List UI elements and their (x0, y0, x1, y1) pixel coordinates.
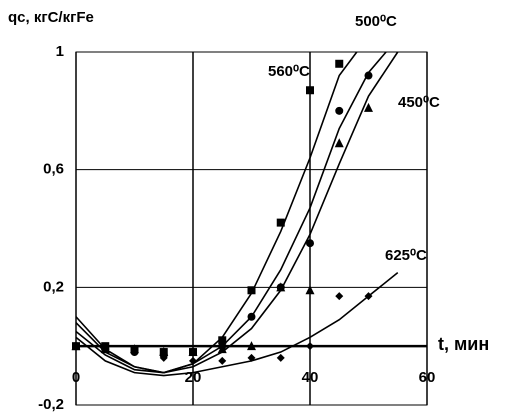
point (306, 342, 314, 351)
point (247, 286, 256, 295)
point (159, 353, 168, 362)
y-tick-label: -0,2 (38, 396, 64, 413)
point (218, 356, 227, 365)
point (364, 102, 373, 112)
point (335, 106, 344, 115)
point (130, 348, 139, 357)
point (306, 86, 314, 95)
plot-frame (75, 51, 428, 406)
annotation: 625⁰C (385, 247, 427, 264)
point (305, 285, 315, 295)
point (188, 347, 198, 357)
point (247, 312, 256, 321)
y-tick-label: 1 (56, 43, 64, 60)
y-axis-label: qc, кгС/кгFe (8, 9, 94, 26)
point (276, 353, 285, 362)
y-tick-label: 0,6 (43, 161, 64, 178)
point (306, 239, 314, 248)
point (218, 336, 227, 345)
point (72, 342, 80, 351)
point (159, 347, 169, 357)
y-tick-label: 0,2 (43, 278, 64, 295)
point (335, 292, 344, 301)
point (217, 344, 227, 354)
point (101, 345, 110, 354)
point (364, 71, 373, 80)
point (335, 59, 344, 68)
point (334, 138, 344, 148)
fit-curve (75, 51, 358, 374)
point (189, 356, 197, 365)
fit-curve (75, 51, 399, 374)
point (364, 292, 373, 301)
point (247, 341, 256, 351)
point (276, 282, 286, 292)
point (276, 218, 285, 227)
x-axis-label: t, мин (438, 334, 489, 354)
annotation: 500⁰C (355, 13, 397, 30)
point (247, 353, 256, 362)
annotation: 450⁰C (398, 94, 440, 111)
annotation: 560⁰C (268, 63, 310, 80)
fit-curve (75, 272, 399, 377)
